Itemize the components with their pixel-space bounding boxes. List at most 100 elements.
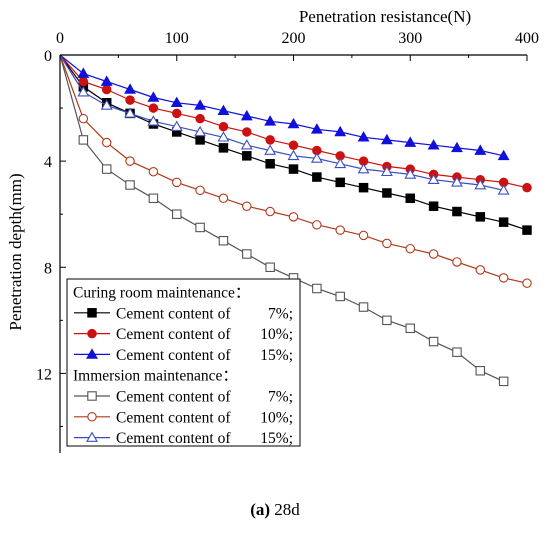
legend-percent: 15%;	[260, 430, 293, 447]
series-4	[59, 54, 532, 288]
data-point	[498, 217, 509, 227]
data-point	[358, 302, 369, 312]
data-point	[475, 212, 486, 222]
data-point	[172, 108, 182, 119]
data-point	[242, 201, 252, 211]
data-point	[358, 182, 369, 193]
legend-percent: 7%;	[268, 389, 293, 406]
x-tick-label: 100	[165, 30, 189, 47]
data-point	[382, 315, 392, 326]
data-point	[78, 135, 89, 145]
x-tick-label: 400	[515, 30, 539, 47]
data-point	[78, 113, 89, 124]
data-point	[172, 177, 182, 188]
legend-label: Cement content of	[116, 430, 231, 447]
data-point	[428, 249, 439, 259]
data-point	[312, 283, 322, 294]
legend-label: Cement content of	[116, 409, 231, 426]
data-point	[172, 209, 182, 219]
data-point	[101, 164, 112, 174]
data-point	[170, 120, 183, 131]
data-point	[218, 193, 229, 204]
data-point	[265, 135, 275, 145]
data-point	[312, 172, 322, 182]
caption-text: 28d	[270, 500, 300, 519]
y-tick-label: 4	[44, 154, 52, 171]
data-point	[451, 176, 463, 187]
data-point	[265, 262, 275, 273]
legend-entry: Cement content of 10%;	[74, 409, 293, 426]
data-point	[312, 220, 322, 230]
data-point	[404, 168, 417, 179]
legend-marker	[87, 391, 97, 401]
series-layer	[59, 54, 532, 387]
data-point	[522, 278, 532, 288]
legend-entry: Cement content of 15%;	[74, 347, 293, 364]
data-point	[310, 152, 323, 163]
data-point	[405, 193, 415, 204]
data-point	[310, 123, 323, 134]
data-point	[405, 323, 415, 334]
data-point	[242, 249, 252, 259]
data-point	[498, 273, 509, 283]
data-point	[148, 193, 159, 204]
legend-marker	[86, 431, 98, 442]
legend-marker	[87, 412, 97, 422]
legend-box	[66, 278, 301, 447]
data-point	[522, 182, 532, 193]
y-tick-label: 8	[44, 260, 52, 277]
y-tick-label: 12	[36, 366, 52, 383]
data-point	[474, 144, 487, 155]
data-point	[218, 235, 229, 246]
data-point	[170, 96, 183, 108]
data-point	[148, 166, 159, 177]
x-tick-label: 200	[282, 30, 306, 47]
data-point	[475, 365, 486, 376]
data-point	[497, 149, 510, 161]
x-axis-label: Penetration resistance(N)	[299, 7, 471, 26]
data-point	[240, 139, 253, 150]
data-point	[427, 173, 440, 185]
data-point	[195, 185, 205, 196]
data-point	[357, 162, 370, 174]
data-point	[288, 140, 299, 150]
legend-entry: Cement content of 15%;	[74, 430, 293, 447]
data-point	[218, 143, 229, 153]
figure-caption: (a) 28d	[0, 500, 550, 520]
y-axis-label: Penetration depth(mm)	[6, 173, 25, 330]
data-point	[217, 131, 230, 142]
legend: Curing room maintenance： Cement content o…	[66, 278, 301, 447]
data-point	[242, 151, 252, 161]
data-point	[100, 75, 113, 86]
data-point	[125, 95, 135, 105]
data-point	[287, 149, 300, 161]
x-tick-label: 0	[56, 30, 64, 47]
data-point	[195, 113, 205, 124]
data-point	[194, 125, 207, 137]
legend-group-title: Curing room maintenance：	[73, 285, 250, 302]
data-point	[287, 117, 300, 129]
data-point	[124, 107, 136, 118]
data-point	[497, 184, 510, 195]
legend-label: Cement content of	[116, 389, 231, 406]
data-point	[147, 91, 160, 102]
legend-label: Cement content of	[116, 305, 231, 322]
legend-percent: 10%;	[260, 409, 293, 426]
series-line	[59, 54, 504, 157]
data-point	[101, 84, 112, 95]
data-point	[405, 243, 415, 254]
data-point	[404, 136, 417, 147]
legend-percent: 10%;	[260, 326, 293, 343]
legend-entry: Cement content of 7%;	[74, 305, 293, 322]
y-tick-label: 0	[44, 48, 52, 65]
data-point	[78, 76, 89, 87]
legend-percent: 7%;	[268, 305, 293, 322]
data-point	[498, 376, 509, 387]
data-point	[195, 222, 205, 233]
series-2	[59, 54, 510, 161]
data-point	[124, 83, 136, 94]
legend-label: Cement content of	[116, 347, 231, 364]
legend-percent: 15%;	[260, 347, 293, 364]
data-point	[264, 144, 277, 155]
